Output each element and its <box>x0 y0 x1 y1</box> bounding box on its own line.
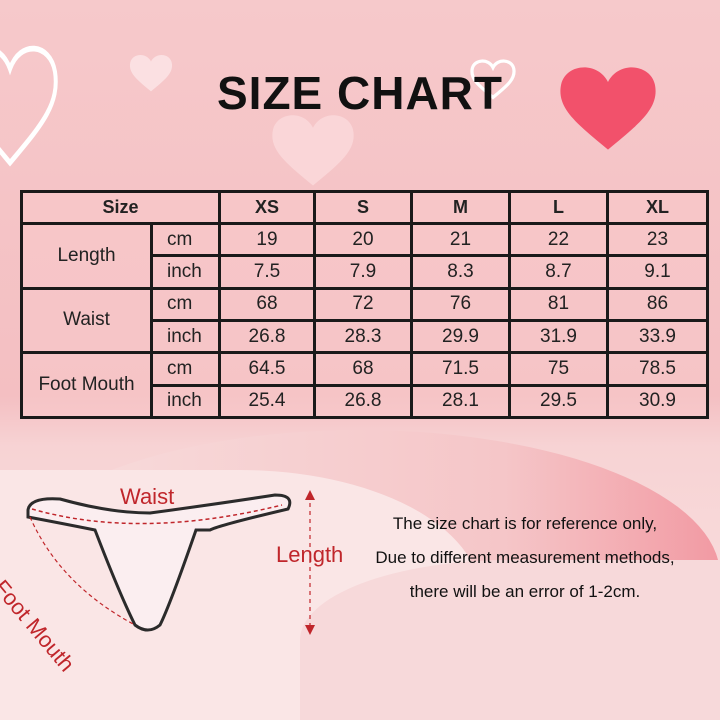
size-chart-table: Size XS S M L XL Length cm 19 20 21 22 23 inch 7.5 7.9 8… <box>20 190 709 420</box>
length-label: Length <box>276 542 344 567</box>
value-cell: 9.1 <box>606 254 709 290</box>
value-cell: 75 <box>508 351 609 387</box>
value-cell: 7.9 <box>313 254 413 290</box>
background-wave <box>300 560 720 720</box>
table-row: inch 25.4 26.8 28.1 29.5 30.9 <box>22 383 709 420</box>
pink-heart-icon <box>272 115 354 186</box>
value-cell: 8.7 <box>508 254 609 290</box>
outline-heart-icon <box>470 59 516 100</box>
value-cell: 29.9 <box>410 318 511 355</box>
page-title: SIZE CHART <box>217 67 503 119</box>
value-cell: 8.3 <box>410 254 511 290</box>
measurement-label: Length <box>20 222 153 290</box>
value-cell: 81 <box>508 286 609 322</box>
table-row: Waist cm 68 72 76 81 86 <box>20 286 709 355</box>
note-line: The size chart is for reference only, <box>392 514 658 533</box>
value-cell: 28.3 <box>313 318 413 355</box>
value-cell: 72 <box>313 286 413 322</box>
value-cell: 23 <box>606 221 709 258</box>
measurement-label: Waist <box>20 286 153 355</box>
value-cell: 26.8 <box>313 383 413 420</box>
value-cell: 20 <box>313 221 413 258</box>
value-cell: 78.5 <box>606 351 709 387</box>
unit-cell: cm <box>150 286 221 322</box>
header-cell: Size <box>20 190 221 225</box>
value-cell: 21 <box>410 221 511 258</box>
pink-heart-icon <box>129 55 173 92</box>
value-cell: 71.5 <box>410 351 511 387</box>
red-heart-icon <box>560 67 656 150</box>
header-cell: XL <box>606 190 709 225</box>
value-cell: 33.9 <box>606 318 709 355</box>
unit-cell: inch <box>150 318 221 355</box>
waist-label: Waist <box>120 484 175 509</box>
measurement-label: Foot Mouth <box>20 351 153 419</box>
value-cell: 19 <box>218 221 316 258</box>
value-cell: 64.5 <box>218 351 316 387</box>
header-cell: M <box>410 190 511 225</box>
outline-heart-icon <box>0 45 58 167</box>
value-cell: 22 <box>508 221 609 258</box>
note-line: Due to different measurement methods, <box>375 548 675 567</box>
unit-cell: cm <box>150 221 221 258</box>
table-row: inch 7.5 7.9 8.3 8.7 9.1 <box>22 254 709 290</box>
value-cell: 7.5 <box>218 254 316 290</box>
disclaimer-note: The size chart is for reference only, Du… <box>345 507 705 609</box>
unit-cell: cm <box>150 351 221 387</box>
garment-diagram <box>26 490 315 635</box>
value-cell: 68 <box>218 286 316 322</box>
value-cell: 86 <box>606 286 709 322</box>
table-header-row: Size XS S M L XL <box>20 190 709 225</box>
value-cell: 26.8 <box>218 318 316 355</box>
table-row: inch 26.8 28.3 29.9 31.9 33.9 <box>22 318 709 355</box>
unit-cell: inch <box>150 383 221 420</box>
note-line: there will be an error of 1-2cm. <box>409 582 641 601</box>
value-cell: 76 <box>410 286 511 322</box>
value-cell: 31.9 <box>508 318 609 355</box>
unit-cell: inch <box>150 254 221 290</box>
value-cell: 29.5 <box>508 383 609 420</box>
header-cell: S <box>313 190 413 225</box>
value-cell: 30.9 <box>606 383 709 420</box>
header-cell: L <box>508 190 609 225</box>
table-row: Length cm 19 20 21 22 23 <box>20 221 709 290</box>
value-cell: 28.1 <box>410 383 511 420</box>
value-cell: 68 <box>313 351 413 387</box>
table-row: Foot Mouth cm 64.5 68 71.5 75 78.5 <box>20 351 709 419</box>
header-cell: XS <box>218 190 316 225</box>
value-cell: 25.4 <box>218 383 316 420</box>
